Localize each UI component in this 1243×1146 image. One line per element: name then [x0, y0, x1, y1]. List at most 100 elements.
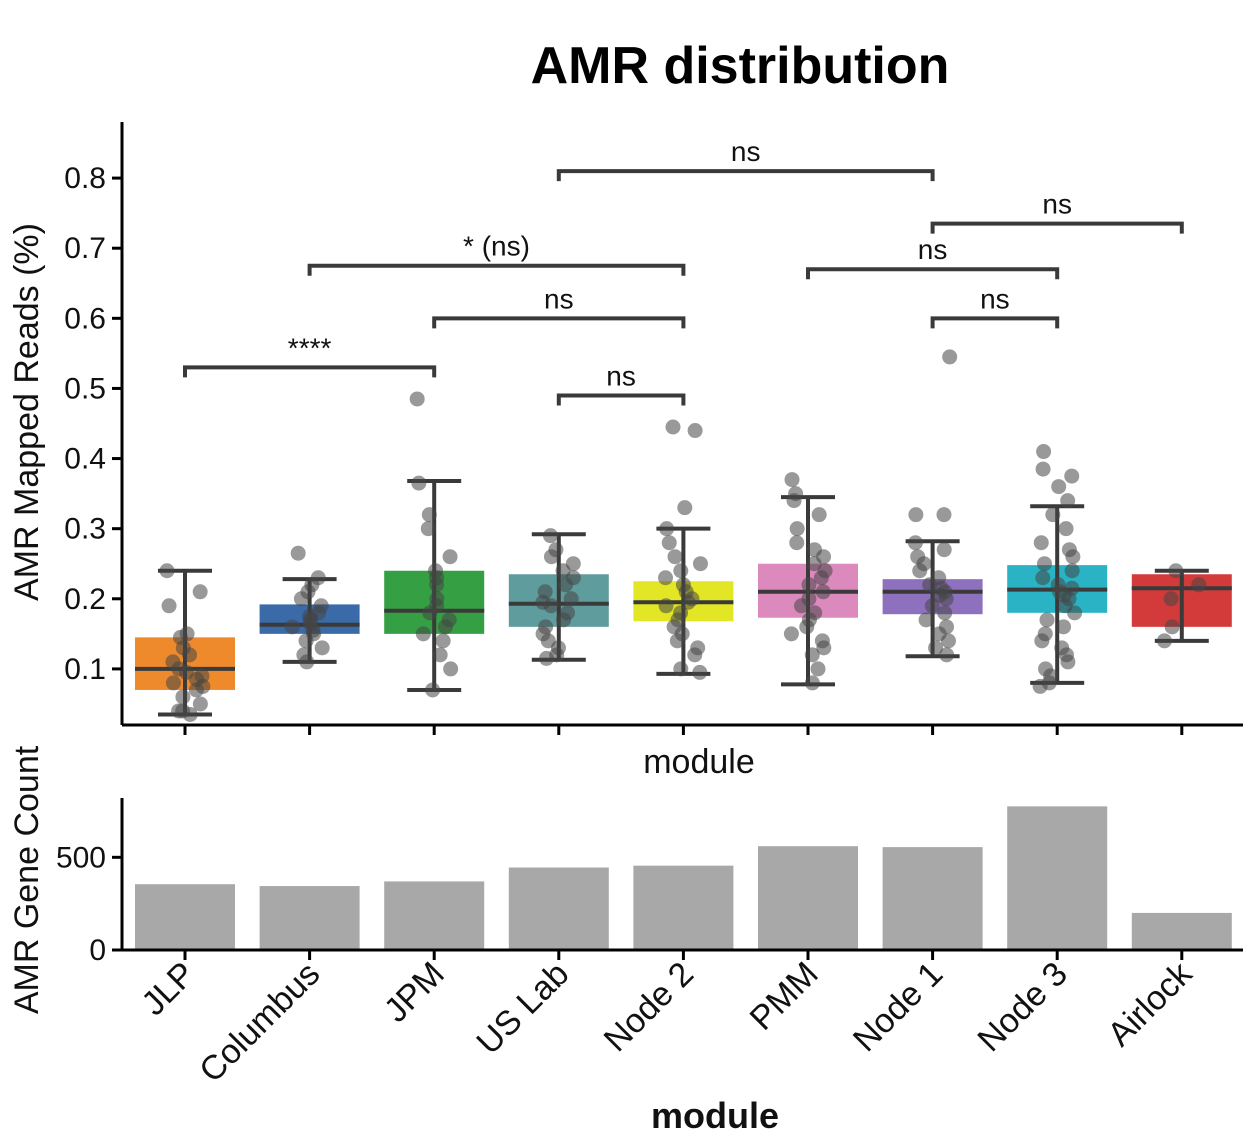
bottom-y-axis: 0 500 [56, 798, 124, 967]
data-point [940, 633, 956, 649]
top-y-tick-label: 0.8 [64, 162, 106, 195]
data-point [677, 500, 693, 516]
top-y-tick-label: 0.7 [64, 232, 106, 265]
bracket-line [183, 365, 437, 378]
data-point [429, 577, 445, 593]
bracket-label: ns [918, 234, 948, 265]
data-point [415, 626, 431, 642]
bracket-label: ns [1042, 189, 1072, 220]
data-point [175, 689, 191, 705]
bottom-x-axis-label: module [651, 1095, 779, 1136]
data-point [182, 647, 198, 663]
data-point [192, 696, 208, 712]
data-point [432, 647, 448, 663]
x-tick-label-us-lab: US Lab [469, 955, 576, 1062]
bar-us-lab [508, 867, 609, 950]
data-point [1035, 570, 1051, 586]
data-point [1033, 535, 1049, 551]
x-tick-label-jlp: JLP [134, 955, 202, 1023]
bracket-line [930, 316, 1060, 329]
data-point [907, 535, 923, 551]
data-point [159, 563, 175, 579]
x-tick-label-pmm: PMM [743, 955, 826, 1038]
bar-node-1 [882, 847, 983, 950]
data-point [161, 598, 177, 614]
data-point [409, 391, 425, 407]
x-tick-label-node-1: Node 1 [846, 955, 950, 1059]
data-point [687, 647, 703, 663]
box-columbus [259, 545, 360, 670]
bracket-label: * (ns) [463, 231, 530, 262]
data-point [1191, 577, 1207, 593]
data-point [784, 472, 800, 488]
bar-series [135, 806, 1232, 950]
top-x-axis-label: module [643, 743, 755, 781]
data-point [556, 612, 572, 628]
top-y-axis-label: AMR Mapped Reads (%) [8, 223, 46, 601]
data-point [1156, 633, 1172, 649]
data-point [1060, 493, 1076, 509]
data-point [799, 619, 815, 635]
data-point [435, 633, 451, 649]
significance-bracket: ns [432, 283, 686, 329]
bar-airlock [1131, 912, 1232, 950]
data-point [542, 528, 558, 544]
boxplot-series [135, 349, 1232, 722]
significance-bracket: ns [556, 136, 935, 182]
data-point [1032, 678, 1048, 694]
data-point [658, 598, 674, 614]
data-point [815, 584, 831, 600]
data-point [692, 556, 708, 572]
data-point [692, 664, 708, 680]
significance-bracket: **** [183, 332, 437, 378]
data-point [673, 563, 689, 579]
data-point [937, 605, 953, 621]
data-point [806, 556, 822, 572]
data-point [1035, 461, 1051, 477]
bar-pmm [758, 846, 858, 950]
x-tick-label-columbus: Columbus [192, 955, 327, 1090]
data-point [908, 507, 924, 523]
box-node-1 [882, 349, 983, 663]
data-point [558, 577, 574, 593]
box-us-lab [508, 528, 609, 666]
top-y-tick-label: 0.2 [64, 583, 106, 616]
x-tick-label-node-3: Node 3 [970, 955, 1074, 1059]
bar-columbus [259, 886, 360, 950]
data-point [420, 521, 436, 537]
x-tick-label-airlock: Airlock [1100, 954, 1200, 1054]
data-point [789, 535, 805, 551]
data-point [673, 661, 689, 677]
box-node-3 [1007, 444, 1108, 694]
bracket-label: ns [606, 360, 636, 391]
data-point [924, 598, 940, 614]
bracket-line [307, 263, 686, 276]
data-point [165, 675, 181, 691]
data-point [936, 507, 952, 523]
data-point [942, 349, 958, 365]
data-point [804, 675, 820, 691]
chart-title: AMR distribution [531, 37, 950, 95]
data-point [1056, 619, 1072, 635]
bottom-y-axis-label: AMR Gene Count [8, 745, 46, 1014]
x-tick-label-node-2: Node 2 [597, 955, 701, 1059]
bracket-line [930, 221, 1184, 234]
top-y-tick-label: 0.4 [64, 443, 106, 476]
data-point [665, 419, 681, 435]
bracket-label: ns [544, 283, 574, 314]
significance-bracket: ns [806, 234, 1060, 280]
data-point [789, 521, 805, 537]
data-point [786, 493, 802, 509]
bracket-line [806, 267, 1060, 280]
data-point [1164, 619, 1180, 635]
box-airlock [1131, 563, 1232, 649]
data-point [928, 640, 944, 656]
top-y-tick-label: 0.6 [64, 302, 106, 335]
data-point [543, 598, 559, 614]
data-point [293, 591, 309, 607]
data-point [192, 584, 208, 600]
box-node-2 [633, 419, 734, 680]
significance-bracket: ns [930, 189, 1184, 234]
data-point [171, 703, 187, 719]
